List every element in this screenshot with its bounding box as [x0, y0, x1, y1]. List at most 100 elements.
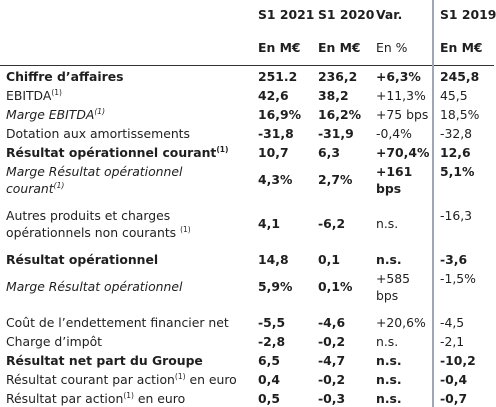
value-var-line1: +161 — [376, 164, 413, 179]
row-label: Résultat net part du Groupe — [6, 353, 203, 368]
row-label: Autres produits et charges opérationnels … — [0, 205, 252, 249]
value-s1-2020: -0,2 — [318, 334, 346, 349]
value-s1-2019: -3,6 — [432, 249, 494, 268]
value-s1-2019: -4,5 — [432, 312, 494, 331]
table-row: Dotation aux amortissements -31,8 -31,9 … — [0, 123, 494, 142]
row-label: Chiffre d’affaires — [6, 69, 124, 84]
value-var-line2: bps — [376, 181, 402, 196]
row-label: EBITDA(1) — [0, 85, 252, 104]
header-s1-2021: S1 2021 — [258, 7, 315, 22]
value-s1-2020: 0,1 — [318, 252, 340, 267]
value-s1-2019: -0,4 — [432, 369, 494, 388]
value-s1-2019: -10,2 — [432, 350, 494, 369]
value-s1-2021: 5,9% — [258, 279, 293, 294]
table-row: Résultat net part du Groupe 6,5 -4,7 n.s… — [0, 350, 494, 369]
value-s1-2019: -32,8 — [432, 123, 494, 142]
value-s1-2021: 14,8 — [258, 252, 289, 267]
value-s1-2020: -0,3 — [318, 391, 346, 406]
value-s1-2021: -5,5 — [258, 315, 286, 330]
header-row-periods: S1 2021 S1 2020 Var. S1 2019 — [0, 0, 496, 36]
unit-s1-2020: En M€ — [318, 40, 361, 55]
value-s1-2020: -4,6 — [318, 315, 346, 330]
value-var: +70,4% — [376, 145, 430, 160]
row-label-text: Autres produits et charges — [6, 208, 171, 223]
value-s1-2019: 45,5 — [432, 85, 494, 104]
row-label-text: Résultat courant par action — [6, 372, 175, 387]
value-s1-2021: 16,9% — [258, 107, 301, 122]
value-s1-2021: 6,5 — [258, 353, 280, 368]
value-var: +6,3% — [376, 69, 421, 84]
value-s1-2021: 251.2 — [258, 69, 298, 84]
unit-s1-2021: En M€ — [258, 40, 301, 55]
footnote-marker: (1) — [180, 225, 191, 234]
table-row: Chiffre d’affaires 251.2 236,2 +6,3% 245… — [0, 65, 494, 85]
footnote-marker: (1) — [216, 145, 229, 154]
value-s1-2021: -2,8 — [258, 334, 286, 349]
value-s1-2021: 0,4 — [258, 372, 280, 387]
footnote-marker: (1) — [174, 372, 186, 381]
value-s1-2020: -31,9 — [318, 126, 354, 141]
value-var-line1: +585 — [376, 271, 411, 286]
value-var: +161 bps — [370, 161, 433, 205]
value-var: +585 bps — [370, 268, 433, 312]
unit-var: En % — [376, 40, 408, 55]
value-var: n.s. — [376, 216, 399, 231]
row-label-line2: opérationnels non courants — [6, 225, 177, 240]
value-s1-2019: 18,5% — [432, 104, 494, 123]
value-s1-2019: 5,1% — [432, 161, 494, 205]
value-s1-2019: -16,3 — [432, 205, 494, 249]
unit-s1-2019: En M€ — [432, 36, 494, 66]
table-row: Marge Résultat opérationnel courant(1) 4,… — [0, 161, 494, 205]
value-s1-2021: 4,3% — [258, 172, 293, 187]
value-var: n.s. — [376, 353, 402, 368]
value-var: n.s. — [376, 334, 399, 349]
row-label: Marge EBITDA(1) — [0, 104, 252, 123]
value-s1-2019: -2,1 — [432, 331, 494, 350]
row-label-suffix: en euro — [133, 391, 186, 406]
row-label: Résultat opérationnel courant(1) — [0, 142, 252, 161]
row-label: Marge Résultat opérationnel — [6, 279, 183, 294]
value-s1-2019: 12,6 — [432, 142, 494, 161]
value-s1-2020: 38,2 — [318, 88, 349, 103]
value-s1-2021: 42,6 — [258, 88, 289, 103]
table-row: Résultat opérationnel 14,8 0,1 n.s. -3,6 — [0, 249, 494, 268]
header-s1-2019: S1 2019 — [432, 0, 496, 36]
header-empty-cell-2 — [0, 36, 252, 66]
value-var-line2: bps — [376, 288, 399, 303]
row-label-text: Marge Résultat opérationnel — [6, 164, 183, 179]
value-s1-2019: -1,5% — [432, 268, 494, 312]
header-s1-2020: S1 2020 — [318, 7, 375, 22]
footnote-marker: (1) — [51, 88, 62, 97]
value-s1-2021: 10,7 — [258, 145, 289, 160]
table-row: EBITDA(1) 42,6 38,2 +11,3% 45,5 — [0, 85, 494, 104]
value-s1-2020: 2,7% — [318, 172, 353, 187]
value-var: n.s. — [376, 391, 402, 406]
value-s1-2019: -0,7 — [432, 388, 494, 407]
table-row: Résultat par action(1) en euro 0,5 -0,3 … — [0, 388, 494, 407]
row-label: Dotation aux amortissements — [6, 126, 190, 141]
value-var: n.s. — [376, 372, 402, 387]
row-label-suffix: en euro — [185, 372, 237, 387]
value-s1-2020: -4,7 — [318, 353, 346, 368]
value-s1-2020: 0,1% — [318, 279, 353, 294]
value-s1-2021: 4,1 — [258, 216, 280, 231]
row-label: Résultat opérationnel — [6, 252, 159, 267]
value-s1-2021: -31,8 — [258, 126, 294, 141]
row-label-text: Résultat par action — [6, 391, 124, 406]
header-row-units: En M€ En M€ En % En M€ — [0, 36, 494, 66]
row-label: Résultat courant par action(1) en euro — [0, 369, 252, 388]
row-label: Coût de l’endettement financier net — [6, 315, 229, 330]
value-var: +75 bps — [376, 107, 429, 122]
table-row: Autres produits et charges opérationnels … — [0, 205, 494, 249]
table-row: Résultat opérationnel courant(1) 10,7 6,… — [0, 142, 494, 161]
value-s1-2020: 6,3 — [318, 145, 340, 160]
table-row: Marge Résultat opérationnel 5,9% 0,1% +5… — [0, 268, 494, 312]
value-var: n.s. — [376, 252, 402, 267]
row-label: Résultat par action(1) en euro — [0, 388, 252, 407]
header-empty-cell — [0, 0, 252, 36]
row-label: Marge Résultat opérationnel courant(1) — [0, 161, 252, 205]
value-s1-2020: 236,2 — [318, 69, 358, 84]
value-s1-2020: 16,2% — [318, 107, 361, 122]
